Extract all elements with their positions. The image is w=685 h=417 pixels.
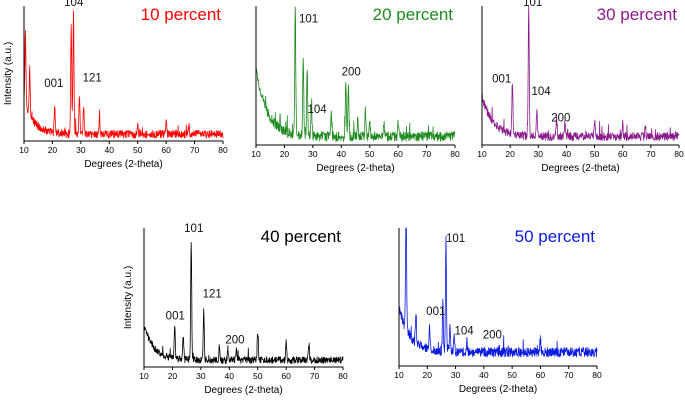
xrd-panel-40-percent: 40 percent 10 20 30 40 50 60 70 80 Degrees (2-the… [118,220,353,417]
peak-label: 101 [446,233,465,245]
x-tick-label: 60 [536,370,546,380]
x-tick-label: 40 [479,370,489,380]
x-tick-label: 70 [646,149,656,159]
x-tick-label: 40 [105,145,115,155]
peak-label: 001 [166,311,185,323]
peak-label: 121 [83,73,102,85]
xrd-trace [255,6,456,142]
x-tick-label: 30 [451,370,461,380]
x-tick-label: 50 [253,371,263,381]
x-tick-label: 60 [281,371,291,381]
y-axis-title: Intensity (a.u.) [123,266,134,329]
x-tick-label: 30 [196,371,206,381]
panel-title: 20 percent [373,5,454,24]
x-axis-title: Degrees (2-theta) [316,163,394,174]
x-tick-label: 10 [139,371,149,381]
peak-label: 200 [551,112,570,124]
xrd-panel-30-percent: 30 percent 10 20 30 40 50 60 70 80 Degrees (2-the… [460,0,685,200]
x-tick-label: 50 [133,145,143,155]
panel-title: 30 percent [597,5,678,24]
x-tick-label: 60 [161,145,171,155]
peak-label: 101 [299,14,318,26]
x-tick-label: 30 [76,145,86,155]
x-tick-label: 40 [562,149,572,159]
peak-label: 200 [225,334,244,346]
x-tick-label: 30 [534,149,544,159]
peak-label: 200 [483,329,502,341]
x-tick-label: 80 [674,149,684,159]
x-tick-label: 20 [423,370,433,380]
x-axis-title: Degrees (2-theta) [84,159,162,170]
x-tick-label: 80 [338,371,348,381]
peak-label: 001 [492,73,511,85]
peak-label: 104 [454,325,474,337]
x-tick-label: 20 [168,371,178,381]
peak-label: 121 [203,289,222,301]
peak-label: 001 [426,306,445,318]
xrd-panel-20-percent: 20 percent 10 20 30 40 50 60 70 80 Degrees (2-the… [232,0,462,200]
x-tick-label: 30 [308,149,318,159]
peak-label: 104 [308,104,328,116]
xrd-chart-20-percent: 20 percent 10 20 30 40 50 60 70 80 Degrees (2-the… [251,5,460,174]
x-tick-label: 50 [507,370,517,380]
x-tick-label: 70 [310,371,320,381]
xrd-trace [23,10,224,139]
panel-title: 40 percent [261,227,342,246]
peak-label: 200 [342,67,361,79]
xrd-trace [481,5,680,142]
peak-label: 001 [44,78,63,90]
x-tick-label: 20 [280,149,290,159]
xrd-panel-50-percent: 50 percent 10 20 30 40 50 60 70 80 Degrees (2-the… [370,220,605,417]
x-tick-label: 80 [592,370,602,380]
x-axis-title: Degrees (2-theta) [459,384,537,395]
x-tick-label: 10 [251,149,261,159]
x-tick-label: 10 [19,145,29,155]
xrd-trace [398,227,598,358]
x-tick-label: 20 [48,145,58,155]
peak-label: 104 [64,0,84,9]
x-tick-label: 70 [190,145,200,155]
peak-label: 101 [523,0,542,9]
x-tick-label: 80 [450,149,460,159]
x-tick-label: 60 [618,149,628,159]
panel-title: 10 percent [141,5,222,24]
peak-label: 101 [184,223,203,235]
xrd-chart-30-percent: 30 percent 10 20 30 40 50 60 70 80 Degrees (2-the… [477,0,684,174]
x-axis-title: Degrees (2-theta) [204,385,282,396]
x-tick-label: 70 [422,149,432,159]
x-tick-label: 50 [590,149,600,159]
xrd-panel-10-percent: 10 percent 10 20 30 40 50 60 70 80 Degrees (2-the… [0,0,230,200]
x-tick-label: 70 [564,370,574,380]
panel-title: 50 percent [515,227,596,246]
x-tick-label: 40 [337,149,347,159]
xrd-trace [143,242,344,364]
x-tick-label: 10 [477,149,487,159]
x-tick-label: 80 [218,145,228,155]
x-axis-title: Degrees (2-theta) [541,163,619,174]
x-tick-label: 40 [225,371,235,381]
xrd-chart-40-percent: 40 percent 10 20 30 40 50 60 70 80 Degrees (2-the… [123,223,348,396]
xrd-chart-10-percent: 10 percent 10 20 30 40 50 60 70 80 Degrees (2-the… [3,0,228,170]
peak-label: 104 [532,86,552,98]
x-tick-label: 50 [365,149,375,159]
x-tick-label: 10 [394,370,404,380]
y-axis-title: Intensity (a.u.) [3,42,14,105]
xrd-chart-50-percent: 50 percent 10 20 30 40 50 60 70 80 Degrees (2-the… [394,227,602,395]
x-tick-label: 60 [393,149,403,159]
x-tick-label: 20 [505,149,515,159]
